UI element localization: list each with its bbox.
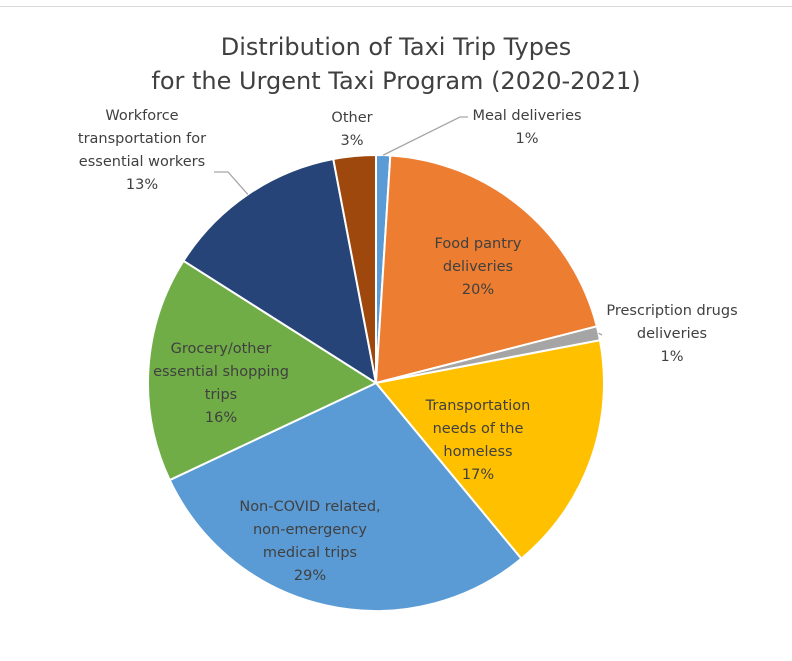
- pie-slice-6: [182, 157, 378, 386]
- leader-line-6: [214, 171, 249, 195]
- slice-label-6: Workforce transportation for essential wor…: [78, 108, 206, 193]
- leader-line-2: [598, 332, 603, 336]
- slice-label-5: Grocery/other essential shopping trips 16%: [153, 341, 289, 426]
- pie-slice-3: [374, 339, 605, 561]
- slice-label-0: Meal deliveries 1%: [472, 108, 581, 147]
- slice-labels: Meal deliveries 1% Food pantry deliveries 20…: [78, 108, 738, 584]
- pie-slice-7: [332, 153, 377, 384]
- pie-slice-4: [168, 381, 523, 612]
- slice-label-7: Other 3%: [331, 110, 372, 149]
- chart-title-line-1: Distribution of Taxi Trip Types: [220, 33, 572, 61]
- pie-slice-1: [374, 154, 599, 385]
- pie-slices: [147, 153, 605, 612]
- chart-title-line-2: for the Urgent Taxi Program (2020-2021): [151, 67, 641, 95]
- slice-label-2: Prescription drugs deliveries 1%: [606, 303, 737, 365]
- top-divider: [0, 6, 792, 7]
- leader-lines: [214, 116, 603, 336]
- slice-label-1: Food pantry deliveries 20%: [435, 236, 522, 298]
- leader-line-0: [382, 116, 468, 156]
- slice-label-3: Transportation needs of the homeless 17%: [425, 398, 531, 483]
- slice-label-4: Non-COVID related, non-emergency medical t…: [239, 499, 380, 584]
- pie-slice-5: [147, 259, 379, 482]
